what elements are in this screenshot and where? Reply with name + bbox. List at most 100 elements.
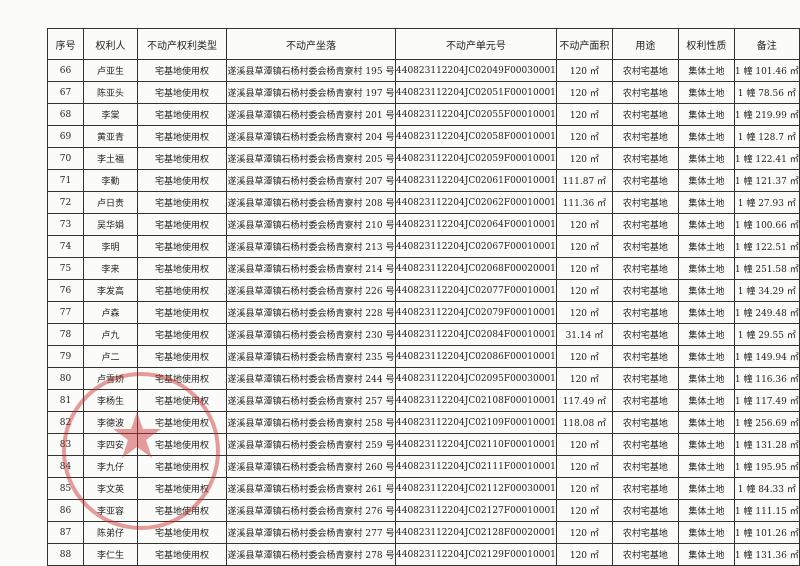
unit-number-cell: 440823112204JC02058F00010001 <box>395 125 557 148</box>
owner-cell: 吴华娟 <box>83 213 138 236</box>
unit-number-cell: 440823112204JC02079F00010001 <box>395 301 557 324</box>
table-row: 77 卢森 宅基地使用权 遂溪县草潭镇石杨村委会杨青寮村 228 号 440823112… <box>47 301 800 324</box>
remark-cell: 1 幢 29.55 ㎡ <box>733 323 800 346</box>
area-cell: 120 ㎡ <box>555 345 613 368</box>
usage-cell: 农村宅基地 <box>611 323 679 346</box>
area-cell: 31.14 ㎡ <box>555 323 613 346</box>
land-nature-cell: 集体土地 <box>677 411 735 434</box>
location-cell: 遂溪县草潭镇石杨村委会杨青寮村 208 号 <box>226 191 396 214</box>
right-type-cell: 宅基地使用权 <box>137 257 227 280</box>
area-cell: 118.08 ㎡ <box>555 411 613 434</box>
land-nature-cell: 集体土地 <box>677 169 735 192</box>
unit-number-cell: 440823112204JC02110F00010001 <box>395 433 557 456</box>
remark-cell: 1 幢 122.51 ㎡ <box>733 235 800 258</box>
location-cell: 遂溪县草潭镇石杨村委会杨青寮村 277 号 <box>226 521 396 544</box>
unit-number-cell: 440823112204JC02067F00010001 <box>395 235 557 258</box>
table-row: 72 卢日贵 宅基地使用权 遂溪县草潭镇石杨村委会杨青寮村 208 号 44082311… <box>47 191 800 214</box>
usage-cell: 农村宅基地 <box>611 301 679 324</box>
location-cell: 遂溪县草潭镇石杨村委会杨青寮村 197 号 <box>226 81 396 104</box>
index-cell: 70 <box>47 147 84 170</box>
usage-cell: 农村宅基地 <box>611 345 679 368</box>
usage-cell: 农村宅基地 <box>611 433 679 456</box>
right-type-cell: 宅基地使用权 <box>137 499 227 522</box>
remark-cell: 1 幢 34.29 ㎡ <box>733 279 800 302</box>
table-row: 83 李四安 宅基地使用权 遂溪县草潭镇石杨村委会杨青寮村 259 号 44082311… <box>47 433 800 456</box>
area-cell: 120 ㎡ <box>555 499 613 522</box>
owner-cell: 李土福 <box>83 147 138 170</box>
table-row: 75 李来 宅基地使用权 遂溪县草潭镇石杨村委会杨青寮村 214 号 440823112… <box>47 257 800 280</box>
area-cell: 111.87 ㎡ <box>555 169 613 192</box>
unit-number-cell: 440823112204JC02109F00010001 <box>395 411 557 434</box>
owner-cell: 李杨生 <box>83 389 138 412</box>
table-row: 67 陈亚头 宅基地使用权 遂溪县草潭镇石杨村委会杨青寮村 197 号 44082311… <box>47 81 800 104</box>
area-cell: 120 ㎡ <box>555 257 613 280</box>
land-nature-cell: 集体土地 <box>677 59 735 82</box>
index-cell: 75 <box>47 257 84 280</box>
land-nature-cell: 集体土地 <box>677 213 735 236</box>
index-cell: 85 <box>47 477 84 500</box>
owner-cell: 黄亚青 <box>83 125 138 148</box>
location-cell: 遂溪县草潭镇石杨村委会杨青寮村 204 号 <box>226 125 396 148</box>
usage-cell: 农村宅基地 <box>611 279 679 302</box>
usage-cell: 农村宅基地 <box>611 103 679 126</box>
land-nature-cell: 集体土地 <box>677 521 735 544</box>
unit-number-cell: 440823112204JC02049F00030001 <box>395 59 557 82</box>
unit-number-cell: 440823112204JC02111F00010001 <box>395 455 557 478</box>
usage-cell: 农村宅基地 <box>611 125 679 148</box>
right-type-cell: 宅基地使用权 <box>137 169 227 192</box>
location-cell: 遂溪县草潭镇石杨村委会杨青寮村 195 号 <box>226 59 396 82</box>
land-nature-cell: 集体土地 <box>677 81 735 104</box>
usage-cell: 农村宅基地 <box>611 213 679 236</box>
unit-number-cell: 440823112204JC02127F00010001 <box>395 499 557 522</box>
land-nature-cell: 集体土地 <box>677 477 735 500</box>
unit-number-cell: 440823112204JC02095F00030001 <box>395 367 557 390</box>
location-cell: 遂溪县草潭镇石杨村委会杨青寮村 228 号 <box>226 301 396 324</box>
land-nature-cell: 集体土地 <box>677 345 735 368</box>
location-cell: 遂溪县草潭镇石杨村委会杨青寮村 259 号 <box>226 433 396 456</box>
location-cell: 遂溪县草潭镇石杨村委会杨青寮村 260 号 <box>226 455 396 478</box>
usage-cell: 农村宅基地 <box>611 477 679 500</box>
unit-number-cell: 440823112204JC02112F00030001 <box>395 477 557 500</box>
usage-cell: 农村宅基地 <box>611 543 679 566</box>
owner-cell: 陈弟仔 <box>83 521 138 544</box>
index-cell: 86 <box>47 499 84 522</box>
remark-cell: 1 幢 256.69 ㎡ <box>733 411 800 434</box>
area-cell: 120 ㎡ <box>555 477 613 500</box>
remark-cell: 1 幢 249.48 ㎡ <box>733 301 800 324</box>
remark-cell: 1 幢 111.15 ㎡ <box>733 499 800 522</box>
table-row: 86 李亚容 宅基地使用权 遂溪县草潭镇石杨村委会杨青寮村 276 号 44082311… <box>47 499 800 522</box>
usage-cell: 农村宅基地 <box>611 81 679 104</box>
unit-number-cell: 440823112204JC02064F00010001 <box>395 213 557 236</box>
unit-number-cell: 440823112204JC02084F00010001 <box>395 323 557 346</box>
unit-number-cell: 440823112204JC02055F00010001 <box>395 103 557 126</box>
table-row: 88 李仁生 宅基地使用权 遂溪县草潭镇石杨村委会杨青寮村 278 号 44082311… <box>47 543 800 566</box>
usage-cell: 农村宅基地 <box>611 521 679 544</box>
owner-cell: 卢亚生 <box>83 59 138 82</box>
header-cell: 不动产权利类型 <box>137 28 227 60</box>
remark-cell: 1 幢 122.41 ㎡ <box>733 147 800 170</box>
index-cell: 87 <box>47 521 84 544</box>
right-type-cell: 宅基地使用权 <box>137 213 227 236</box>
remark-cell: 1 幢 117.49 ㎡ <box>733 389 800 412</box>
index-cell: 73 <box>47 213 84 236</box>
header-cell: 序号 <box>47 28 84 60</box>
location-cell: 遂溪县草潭镇石杨村委会杨青寮村 257 号 <box>226 389 396 412</box>
right-type-cell: 宅基地使用权 <box>137 125 227 148</box>
table-row: 78 卢九 宅基地使用权 遂溪县草潭镇石杨村委会杨青寮村 230 号 440823112… <box>47 323 800 346</box>
right-type-cell: 宅基地使用权 <box>137 389 227 412</box>
table-row: 68 李棠 宅基地使用权 遂溪县草潭镇石杨村委会杨青寮村 201 号 440823112… <box>47 103 800 126</box>
area-cell: 120 ㎡ <box>555 81 613 104</box>
right-type-cell: 宅基地使用权 <box>137 455 227 478</box>
usage-cell: 农村宅基地 <box>611 499 679 522</box>
area-cell: 120 ㎡ <box>555 367 613 390</box>
owner-cell: 李亚容 <box>83 499 138 522</box>
index-cell: 81 <box>47 389 84 412</box>
location-cell: 遂溪县草潭镇石杨村委会杨青寮村 258 号 <box>226 411 396 434</box>
index-cell: 76 <box>47 279 84 302</box>
remark-cell: 1 幢 101.46 ㎡ <box>733 59 800 82</box>
location-cell: 遂溪县草潭镇石杨村委会杨青寮村 214 号 <box>226 257 396 280</box>
right-type-cell: 宅基地使用权 <box>137 81 227 104</box>
land-nature-cell: 集体土地 <box>677 433 735 456</box>
unit-number-cell: 440823112204JC02062F00010001 <box>395 191 557 214</box>
header-cell: 备注 <box>733 28 800 60</box>
